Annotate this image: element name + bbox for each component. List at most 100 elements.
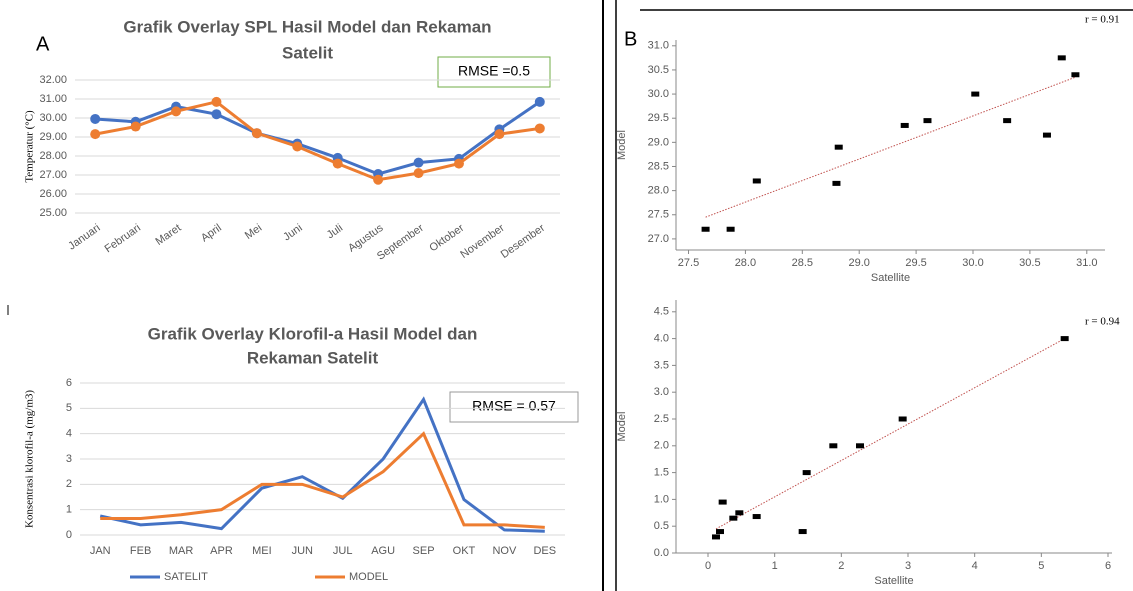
chart-title: Grafik Overlay Klorofil-a Hasil Model da… (148, 324, 478, 343)
y-tick-label: 29.00 (39, 131, 67, 143)
point (752, 178, 761, 184)
y-tick-label: 32.00 (39, 74, 67, 86)
point (332, 158, 343, 169)
y-tick-label: 0.0 (654, 547, 669, 559)
point (898, 416, 907, 422)
point (856, 443, 864, 449)
point (1042, 132, 1051, 138)
point (729, 515, 738, 521)
x-tick-label: 1 (772, 560, 778, 572)
point (1060, 336, 1069, 342)
point (718, 499, 727, 505)
point (130, 121, 141, 132)
x-tick-label: 29.0 (848, 257, 869, 269)
y-axis-label: Model (616, 130, 628, 160)
x-axis-label: Satellite (871, 272, 910, 284)
trendline (705, 76, 1076, 218)
annotation-box (437, 56, 551, 88)
point (211, 96, 222, 107)
point (413, 168, 424, 179)
x-tick-label: MAR (169, 545, 194, 557)
y-axis-label: Konsentrasi klorofil-a (mg/m3) (24, 390, 36, 528)
x-tick-label: Juni (281, 222, 304, 243)
point (534, 123, 545, 134)
x-tick-label: 4 (972, 560, 978, 572)
panel-label: A (36, 33, 50, 55)
y-tick-label: 3.0 (654, 386, 669, 398)
y-tick-label: 30.00 (39, 112, 67, 124)
point (413, 157, 424, 168)
y-tick-label: 25.00 (39, 207, 67, 219)
point (798, 529, 807, 535)
x-tick-label: Juli (325, 222, 345, 241)
x-tick-label: 28.5 (792, 257, 813, 269)
y-tick-label: 31.0 (648, 40, 669, 52)
y-tick-label: 28.00 (39, 150, 67, 162)
y-tick-label: 3 (66, 453, 72, 465)
x-tick-label: 28.0 (735, 257, 756, 269)
x-tick-label: JUL (333, 545, 353, 557)
point (726, 226, 735, 232)
x-tick-label: 5 (1038, 560, 1044, 572)
y-tick-label: 2 (66, 478, 72, 490)
annotation: RMSE =0.5 (458, 63, 530, 79)
point (971, 91, 980, 97)
chart-title: Grafik Overlay SPL Hasil Model dan Rekam… (123, 17, 491, 36)
annotation-box (449, 391, 579, 423)
legend-label: MODEL (349, 571, 388, 583)
point (453, 158, 464, 169)
point (1057, 55, 1066, 61)
x-tick-label: JAN (90, 545, 111, 557)
y-tick-label: 1 (66, 504, 72, 516)
annotation: r = 0.94 (1085, 316, 1120, 328)
x-tick-label: AGU (371, 545, 395, 557)
x-tick-label: NOV (492, 545, 517, 557)
y-tick-label: 27.00 (39, 169, 67, 181)
point (292, 141, 303, 152)
x-tick-label: Mei (243, 222, 264, 242)
x-tick-label: Maret (154, 222, 184, 248)
y-axis-label: Temperatur (°C) (24, 110, 36, 183)
y-tick-label: 30.5 (648, 64, 669, 76)
y-tick-label: 0 (66, 529, 72, 541)
panel-label: B (624, 28, 637, 50)
y-tick-label: 1.0 (654, 493, 669, 505)
point (1071, 72, 1080, 78)
y-tick-label: 0.5 (654, 520, 669, 532)
x-tick-label: 30.0 (962, 257, 983, 269)
point (90, 129, 101, 140)
point (712, 534, 720, 540)
annotation: r = 0.91 (1085, 14, 1120, 26)
point (373, 174, 384, 185)
y-axis-label: Model (616, 412, 628, 442)
chart-title: Rekaman Satelit (247, 348, 379, 367)
point (716, 529, 724, 535)
y-tick-label: 4.0 (654, 332, 669, 344)
y-tick-label: 27.0 (648, 233, 669, 245)
series-line (99, 396, 545, 533)
y-tick-label: 28.5 (648, 160, 669, 172)
point (494, 129, 505, 140)
point (735, 510, 744, 516)
x-tick-label: Desember (499, 222, 548, 261)
point (701, 226, 710, 232)
point (211, 109, 222, 120)
x-tick-label: FEB (130, 545, 151, 557)
y-tick-label: 28.0 (648, 185, 669, 197)
y-tick-label: 1.5 (654, 467, 669, 479)
x-tick-label: Februari (103, 222, 143, 255)
annotation: RMSE = 0.57 (472, 398, 556, 414)
y-tick-label: 29.0 (648, 136, 669, 148)
x-tick-label: 6 (1105, 560, 1111, 572)
point (534, 96, 545, 107)
y-tick-label: 4.5 (654, 306, 669, 318)
trendline (715, 338, 1065, 530)
x-tick-label: OKT (453, 545, 476, 557)
y-tick-label: 6 (66, 377, 72, 389)
x-tick-label: JUN (292, 545, 313, 557)
x-tick-label: 30.5 (1019, 257, 1040, 269)
series-line (95, 100, 541, 176)
point (1003, 118, 1012, 124)
y-tick-label: 4 (66, 428, 72, 440)
